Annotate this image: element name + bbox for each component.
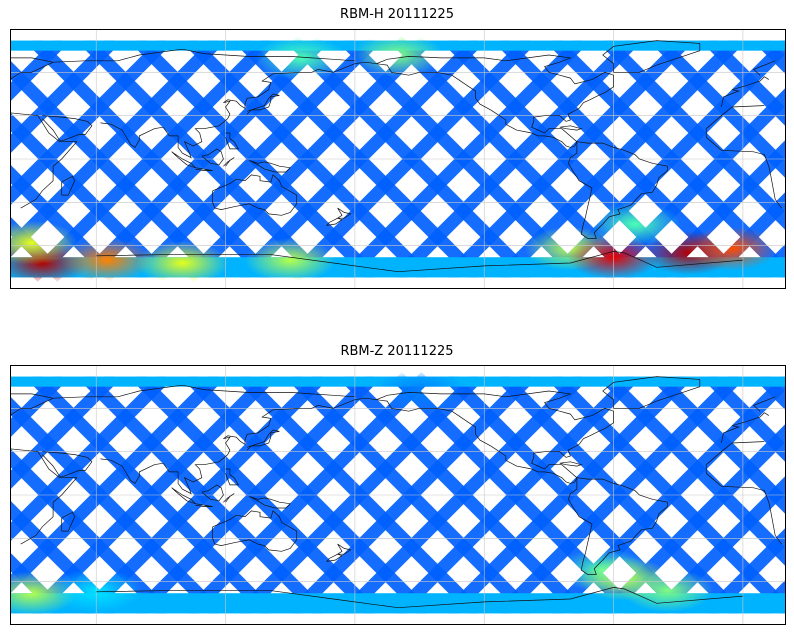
coastline-india bbox=[100, 61, 377, 159]
coastline-south-america bbox=[567, 477, 668, 575]
swath-descending bbox=[704, 527, 786, 614]
hotspot bbox=[352, 33, 444, 77]
coastline-cuba bbox=[559, 125, 583, 131]
coastline-south-america bbox=[567, 141, 668, 239]
south-polar-band bbox=[10, 593, 786, 614]
coastline-nz bbox=[336, 543, 352, 555]
intensity-hotspots bbox=[10, 33, 779, 285]
gridlines bbox=[10, 365, 786, 625]
hotspot bbox=[621, 568, 714, 613]
coastline-sulawesi bbox=[223, 493, 235, 503]
coastline-madagascar bbox=[61, 511, 76, 532]
hotspot bbox=[61, 238, 153, 283]
swath-ascending bbox=[704, 40, 786, 127]
coastline-nz bbox=[336, 207, 352, 219]
coastline-indonesia-borneo bbox=[201, 148, 224, 166]
coastlines bbox=[10, 40, 782, 273]
coastline-sulawesi bbox=[223, 157, 235, 167]
gridlines bbox=[10, 29, 786, 289]
coastline-europe bbox=[10, 57, 776, 108]
coastline-nz-south bbox=[326, 217, 343, 226]
coastline-png bbox=[249, 160, 291, 173]
coastline-antarctica-edge bbox=[96, 251, 743, 273]
coastline-asia-south bbox=[42, 115, 93, 141]
coastline-japan bbox=[246, 93, 280, 115]
coastline-africa bbox=[10, 441, 782, 545]
coastline-europe bbox=[10, 393, 776, 444]
hotspot bbox=[244, 238, 337, 283]
coastlines bbox=[10, 376, 782, 609]
swath-ascending bbox=[704, 376, 786, 463]
map-frame bbox=[10, 365, 786, 625]
coastline-java bbox=[195, 167, 213, 171]
hotspot bbox=[686, 226, 779, 271]
coastline-north-america bbox=[376, 390, 614, 484]
panel-title-rbm-h: RBM-H 20111225 bbox=[340, 7, 454, 22]
map-frame bbox=[10, 29, 786, 289]
panel-title-rbm-z: RBM-Z 20111225 bbox=[340, 344, 454, 359]
coastline-greenland bbox=[602, 376, 701, 409]
coastline-india bbox=[100, 397, 377, 495]
coastline-japan bbox=[246, 429, 280, 451]
hotspot bbox=[373, 369, 466, 413]
map-rbm-h bbox=[10, 29, 786, 289]
coastline-australia bbox=[212, 510, 298, 552]
coastline-asia-north bbox=[53, 384, 355, 399]
coastline-asia-north bbox=[53, 48, 355, 63]
coastline-cuba bbox=[559, 461, 583, 467]
coastline-greenland bbox=[602, 40, 701, 73]
coastline-asia-south bbox=[42, 451, 93, 477]
coastline-java bbox=[195, 503, 213, 507]
coastline-indonesia-borneo bbox=[201, 484, 224, 502]
hotspot bbox=[255, 35, 347, 80]
coastline-nz-south bbox=[326, 553, 343, 562]
coastline-antarctica-edge bbox=[96, 587, 743, 609]
map-rbm-z bbox=[10, 365, 786, 625]
coastline-philippines bbox=[225, 468, 240, 486]
hotspot bbox=[10, 220, 78, 265]
hotspot bbox=[589, 202, 682, 246]
coastline-philippines bbox=[225, 132, 240, 150]
coastline-png bbox=[249, 496, 291, 509]
coastline-australia bbox=[212, 174, 298, 216]
coastline-africa bbox=[10, 105, 782, 209]
hotspot bbox=[136, 241, 229, 285]
coastline-madagascar bbox=[61, 175, 76, 196]
coastline-north-america bbox=[376, 54, 614, 148]
